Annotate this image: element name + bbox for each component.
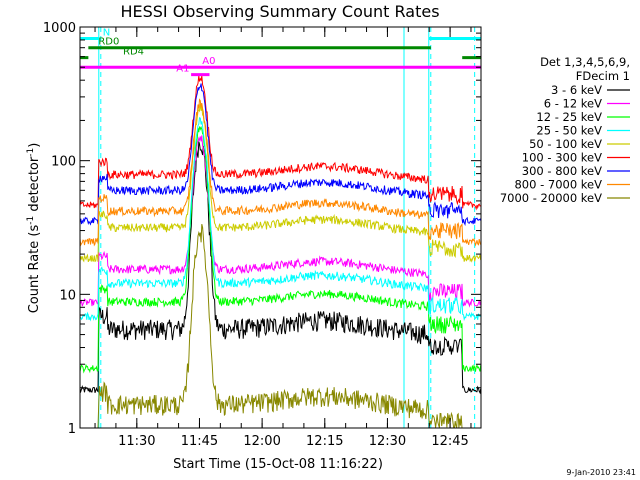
y-axis-label: Count Rate (s-1 detector-1): [26, 143, 42, 314]
plot-frame: [79, 26, 482, 429]
x-tick-label-4: 12:30: [369, 434, 406, 449]
series-line-1: [79, 135, 482, 308]
series-line-7: [79, 98, 482, 247]
series-line-6: [79, 83, 482, 227]
legend-header-line1: Det 1,3,4,5,6,9,: [540, 55, 630, 69]
y-tick-label-1: 10: [59, 288, 76, 303]
legend-label-0: 3 - 6 keV: [551, 83, 602, 97]
series-line-5: [79, 75, 481, 211]
flag-label-4: A1: [176, 64, 189, 75]
series-line-2: [79, 125, 482, 374]
chart-title: HESSI Observing Summary Count Rates: [120, 2, 439, 21]
flag-label-1: RD0: [98, 37, 119, 48]
axis-layer: 1 10 100 1000 11:30 11:45 12:00 12:15 12:30 12:45: [43, 21, 481, 449]
series-line-0: [79, 141, 482, 395]
legend-label-8: 7000 - 20000 keV: [500, 191, 602, 205]
x-tick-label-5: 12:45: [431, 434, 468, 449]
y-tick-label-2: 100: [51, 155, 76, 170]
x-tick-label-3: 12:15: [306, 434, 343, 449]
legend-label-6: 300 - 800 keV: [522, 164, 602, 178]
flag-label-2: RD4: [123, 47, 144, 58]
x-tick-label-1: 11:45: [181, 434, 218, 449]
series-line-3: [79, 117, 481, 322]
legend-label-7: 800 - 7000 keV: [514, 178, 602, 192]
legend-label-1: 6 - 12 keV: [544, 97, 602, 111]
x-tick-label-0: 11:30: [118, 434, 155, 449]
legend-label-3: 25 - 50 keV: [536, 124, 602, 138]
series-line-4: [79, 103, 482, 263]
legend-header-line2: FDecim 1: [576, 69, 630, 83]
x-axis-label: Start Time (15-Oct-08 11:16:22): [173, 457, 383, 472]
legend-label-5: 100 - 300 keV: [522, 151, 602, 165]
footer-timestamp: 9-Jan-2010 23:41: [566, 468, 636, 477]
y-tick-label-3: 1000: [43, 21, 76, 36]
legend-label-4: 50 - 100 keV: [529, 137, 602, 151]
flag-label-0: N: [103, 28, 110, 39]
series-line-8: [80, 223, 481, 429]
series-layer: [79, 75, 482, 429]
y-tick-label-0: 1: [68, 422, 76, 437]
legend-label-2: 12 - 25 keV: [536, 110, 602, 124]
x-tick-label-2: 12:00: [243, 434, 280, 449]
flag-label-3: A0: [202, 56, 215, 67]
